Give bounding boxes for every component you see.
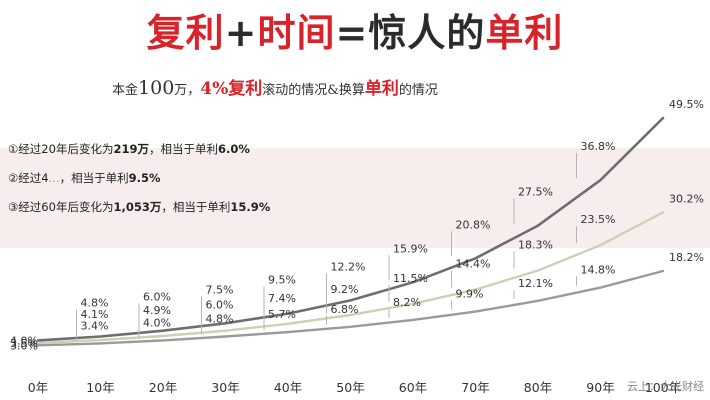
note-obscured: ... [48,171,60,185]
data-label: 18.3% [518,239,553,252]
data-label: 49.5% [669,98,704,111]
data-label: 9.2% [331,283,359,296]
data-label: 8.2% [393,296,421,309]
x-tick-label: 0年 [28,380,48,395]
note-percent: 15.9% [230,200,271,214]
title-time: 时间 [257,11,336,55]
note-text: ②经过4 [8,171,49,185]
data-label: 4.0% [143,316,171,329]
subtitle-prefix: 本金 [112,83,139,98]
data-label: 9.9% [456,288,484,301]
note-percent: 9.5% [128,171,161,185]
title-equals: = [335,11,369,55]
note-text: ①经过20年后变化为 [8,142,114,156]
data-label: 6.0% [143,291,171,304]
data-label: 3.5% [10,337,38,350]
data-label: 3.4% [81,319,109,332]
subtitle-amount: 100 [138,77,175,99]
page-title: 复利+时间=惊人的单利 [0,2,710,57]
data-label: 5.7% [268,308,296,321]
title-simple: 单利 [485,11,564,55]
note-text: ，相当于单利 [161,200,231,214]
data-label: 20.8% [456,218,491,231]
data-label: 27.5% [518,186,553,199]
note-percent: 6.0% [217,142,250,156]
data-label: 14.4% [456,258,491,271]
series-line-3 [36,269,665,347]
data-label: 9.5% [268,274,296,287]
data-label: 11.5% [393,272,428,285]
data-label: 3.0% [10,339,38,352]
title-amazing: 惊人的 [368,11,486,55]
x-tick-label: 20年 [149,380,177,395]
note-60-years: ③经过60年后变化为1,053万，相当于单利15.9% [8,199,270,215]
subtitle-mid: 滚动的情况&换算 [262,83,365,98]
data-label: 18.2% [669,251,704,264]
note-amount: 1,053万 [113,200,162,214]
data-label: 4.8% [206,313,234,326]
x-tick-label: 90年 [586,380,614,395]
data-label: 4.0% [10,334,38,347]
chart-subtitle: 本金100万，4%复利滚动的情况&换算单利的情况 [112,74,438,99]
note-20-years: ①经过20年后变化为219万，相当于单利6.0% [8,141,250,157]
data-label: 4.1% [81,308,109,321]
data-label: 4.8% [81,297,109,310]
data-label: 14.8% [581,264,616,277]
x-tick-label: 80年 [524,380,552,395]
data-label: 6.0% [206,299,234,312]
data-label: 6.8% [331,303,359,316]
subtitle-simple: 单利 [364,79,399,99]
x-tick-label: 70年 [461,380,489,395]
data-label: 23.5% [581,213,616,226]
data-label: 7.5% [206,283,234,296]
x-tick-label: 40年 [274,380,302,395]
note-text: ，相当于单利 [59,171,129,185]
subtitle-suffix: 的情况 [398,83,438,98]
note-text: ，相当于单利 [148,142,218,156]
note-text: ③经过60年后变化为 [8,200,114,214]
data-label: 15.9% [393,242,428,255]
highlight-band [0,148,710,248]
data-label: 30.2% [669,192,704,205]
data-label: 12.2% [331,260,366,273]
data-label: 4.9% [143,304,171,317]
x-tick-label: 10年 [86,380,114,395]
series-line-2 [36,211,665,345]
x-tick-label: 60年 [399,380,427,395]
x-tick-label: 30年 [211,380,239,395]
data-label: 7.4% [268,292,296,305]
x-tick-label: 50年 [336,380,364,395]
note-amount: 219万 [113,142,149,156]
title-plus: + [224,11,258,55]
series-line-1 [36,116,665,342]
subtitle-rate: 4%复利 [200,79,263,99]
x-tick-label: 100年 [645,380,681,395]
data-label: 12.1% [518,277,553,290]
data-label: 36.8% [581,140,616,153]
subtitle-unit: 万， [174,83,201,98]
title-compound: 复利 [146,11,225,55]
note-40-years: ②经过4...，相当于单利9.5% [8,170,161,186]
watermark: 云上：大光财经 [627,380,704,393]
